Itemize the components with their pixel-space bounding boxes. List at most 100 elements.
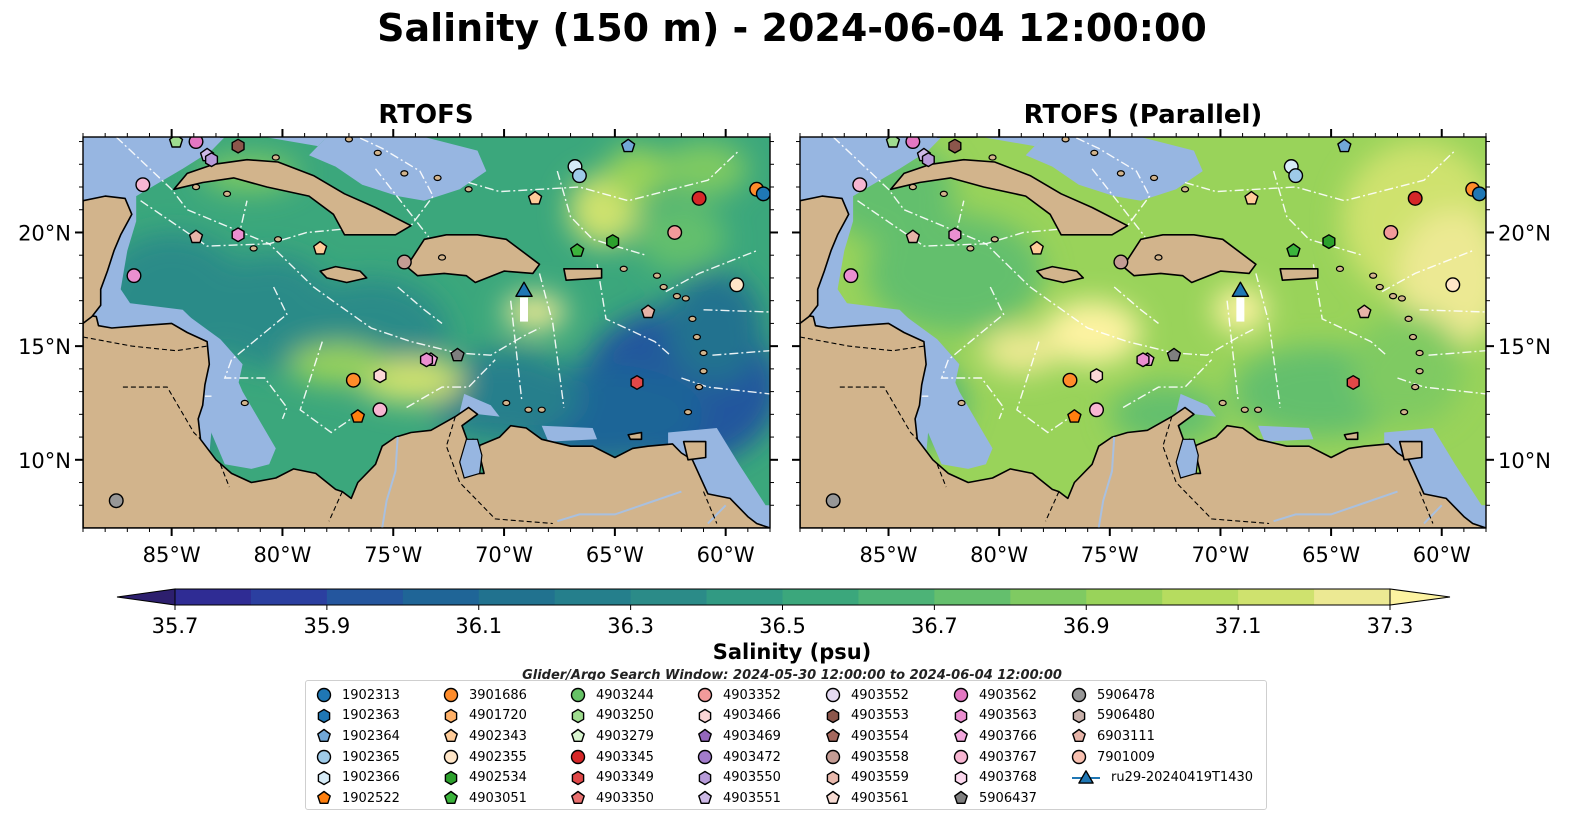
lon-tick-label: 70°W [1191, 543, 1249, 567]
island [1397, 295, 1407, 302]
legend-label: 4901720 [469, 708, 527, 724]
argo-float-marker [231, 227, 245, 243]
colorbar-segment [706, 589, 783, 605]
argo-float-marker [527, 190, 543, 205]
argo-float-marker [885, 137, 901, 148]
map-parallel [800, 137, 1486, 528]
island [537, 406, 546, 413]
legend-item: 4903345 [570, 747, 654, 768]
legend-item: 4903051 [443, 788, 527, 809]
argo-float-marker [1089, 402, 1105, 418]
legend-item: 1902364 [316, 726, 400, 747]
hexagon-marker-icon [954, 770, 968, 785]
argo-float-marker [1445, 277, 1461, 293]
eez-boundary [665, 250, 757, 293]
legend-marker [697, 688, 713, 703]
legend-label: 4903561 [851, 790, 909, 806]
salinity-anomaly [606, 146, 669, 201]
legend-item: 4903350 [570, 788, 654, 809]
hexagon-marker-icon [571, 770, 585, 785]
legend-item: 4903250 [570, 706, 654, 727]
argo-float-marker [1383, 224, 1399, 240]
island [1388, 292, 1398, 300]
argo-float-marker [350, 409, 365, 423]
lat-tick-label: 20°N [1498, 221, 1551, 245]
legend-item: 4903244 [570, 685, 654, 706]
legend-label: 4903767 [979, 749, 1037, 765]
hexagon-marker-icon [826, 708, 840, 724]
island [1404, 315, 1413, 323]
salinity-anomaly [504, 293, 567, 331]
argo-float-marker [188, 229, 204, 244]
shallow-shelf [541, 425, 598, 442]
colorbar-tick-label: 35.9 [303, 614, 350, 638]
island [939, 190, 948, 198]
island [1218, 399, 1227, 407]
island [1335, 265, 1345, 273]
map-frame [799, 136, 1487, 529]
legend-column: 4903562 4903563 4903766 4903767 4903768 59064… [953, 685, 1037, 809]
legend-label: 5906478 [1097, 687, 1155, 703]
island [1253, 406, 1263, 413]
argo-float-marker [1062, 372, 1078, 388]
lon-tick-label: 75°W [1081, 543, 1139, 567]
island [502, 399, 511, 407]
island [619, 265, 628, 273]
shallow-shelf [309, 137, 487, 201]
legend-item: 4903553 [825, 706, 909, 727]
legend-marker [698, 729, 712, 743]
argo-float-marker [135, 177, 151, 193]
glider-marker [1231, 281, 1250, 297]
salinity-anomaly [981, 327, 1062, 374]
salinity-anomaly [1353, 312, 1464, 426]
argo-float-marker [396, 254, 412, 270]
argo-float-marker [691, 190, 707, 206]
argo-float-marker [450, 347, 465, 362]
lon-tick-label: 70°W [475, 543, 533, 567]
shallow-shelf [264, 137, 327, 147]
pentagon-marker-icon [571, 729, 585, 743]
legend-label: 4902534 [469, 770, 527, 786]
legend-label: 4903558 [851, 749, 909, 765]
colorbar-tick-label: 37.3 [1367, 614, 1414, 638]
legend-label: 4903562 [979, 687, 1037, 703]
island [1116, 170, 1125, 177]
river-magdalena [1097, 437, 1116, 528]
island [681, 295, 690, 302]
argo-float-marker [1407, 190, 1423, 206]
legend-marker [954, 729, 968, 743]
argo-float-marker [1471, 186, 1486, 202]
legend-label: 4903345 [596, 749, 654, 765]
argo-float-marker [231, 138, 245, 154]
island [271, 154, 280, 161]
island [1090, 149, 1099, 157]
island [464, 186, 473, 193]
island [683, 408, 693, 416]
circle-marker-icon [825, 749, 841, 765]
argo-float-marker [168, 137, 184, 148]
legend-marker [317, 791, 331, 805]
legend-label: 4903554 [851, 728, 909, 744]
argo-float-marker [905, 137, 921, 150]
shallow-shelf [83, 296, 276, 469]
island [1240, 406, 1249, 413]
legend-label: 1902366 [342, 770, 400, 786]
legend-item: 4903550 [697, 767, 781, 788]
legend-item: ru29-20240419T1430 [1071, 767, 1253, 788]
argo-float-marker [313, 240, 328, 255]
panel-title-rtofs-parallel: RTOFS (Parallel) [1023, 100, 1263, 130]
island [222, 190, 232, 198]
pentagon-marker-icon [571, 791, 585, 805]
eez-boundary [115, 137, 434, 245]
eez-boundary [140, 200, 540, 356]
legend-marker [1072, 708, 1086, 724]
eez-boundary [1113, 286, 1159, 324]
eez-boundary [1091, 168, 1146, 238]
colorbar-segment [402, 589, 480, 605]
legend-label: 4903469 [723, 728, 781, 744]
legend-marker [1071, 749, 1087, 765]
legend-item: 4903469 [697, 726, 781, 747]
lat-tick-label: 20°N [18, 221, 71, 245]
legend-label: 4903244 [596, 687, 654, 703]
legend-marker [825, 688, 841, 703]
